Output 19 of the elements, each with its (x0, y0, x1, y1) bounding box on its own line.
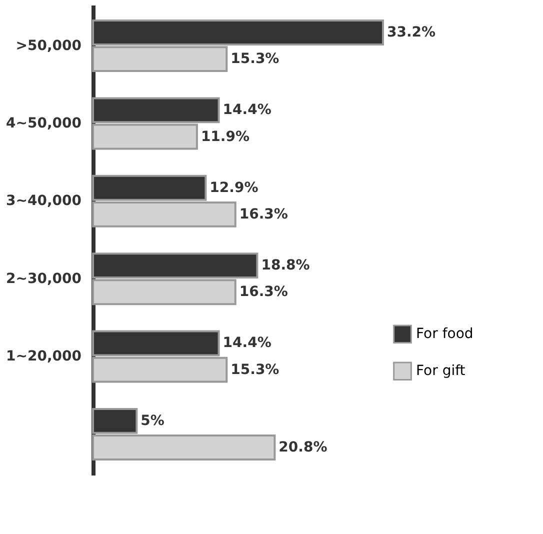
data-label: 11.9% (200, 128, 250, 145)
y-tick-label: 4~50,000 (6, 115, 82, 132)
data-label: 5% (140, 412, 164, 429)
data-label: 18.8% (261, 258, 310, 274)
data-label: 33.2% (387, 24, 436, 40)
y-tick-label: 1~20,000 (6, 348, 82, 365)
data-label: 14.4% (222, 102, 272, 118)
data-label: 14.4% (222, 335, 272, 352)
data-label: 12.9% (210, 180, 258, 196)
y-tick-label: >50,000 (16, 38, 82, 54)
data-label: 15.3% (230, 362, 280, 378)
data-label: 20.8% (278, 440, 328, 456)
data-label: 16.3% (239, 206, 288, 222)
y-tick-label: 2~30,000 (6, 270, 82, 287)
legend-label: For food (416, 326, 474, 342)
data-label: 15.3% (230, 51, 280, 68)
y-tick-label: 3~40,000 (6, 193, 82, 210)
data-label: 16.3% (239, 284, 288, 300)
legend-label: For gift (416, 363, 466, 380)
